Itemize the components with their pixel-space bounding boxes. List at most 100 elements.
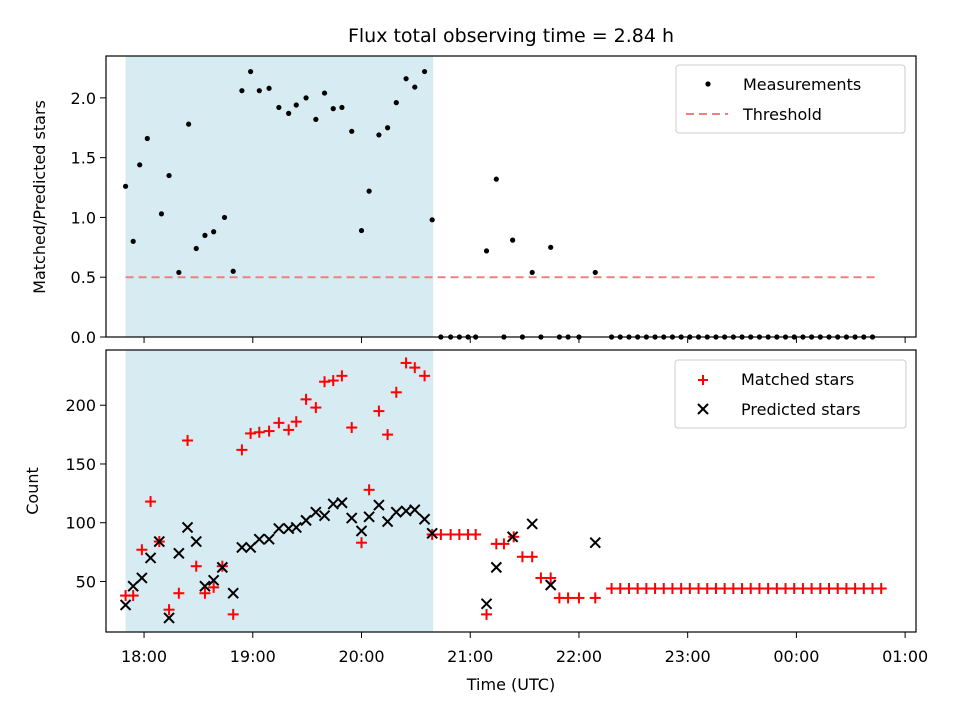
measurement-point [330, 106, 336, 112]
top-ytick-label: 1.0 [71, 208, 96, 227]
matched-star-point [400, 357, 412, 369]
predicted-star-point [490, 561, 503, 574]
bottom-y-ticks: 50 100 150 200 [65, 396, 106, 591]
top-ytick-label: 2.0 [71, 89, 96, 108]
legend-predicted-marker [697, 403, 709, 415]
measurement-point [349, 128, 355, 134]
matched-star-point [310, 402, 322, 414]
top-legend-frame [675, 64, 906, 134]
matched-star-point [363, 484, 375, 496]
predicted-star-point [290, 521, 302, 534]
measurement-point [529, 269, 535, 276]
matched-star-point [173, 587, 185, 599]
matched-star-point [208, 581, 220, 593]
legend-measurements-label: Measurements [743, 75, 861, 94]
predicted-star-point [173, 547, 185, 559]
matched-star-point [435, 528, 447, 540]
predicted-star-point [263, 533, 275, 545]
legend-measurement-marker [705, 81, 711, 87]
matched-star-point [390, 386, 402, 398]
measurement-point [403, 76, 409, 82]
measurement-point [186, 121, 192, 127]
bottom-legend: Matched stars Predicted stars [674, 359, 907, 429]
measurement-point [412, 84, 418, 90]
top-ytick-label: 1.5 [71, 149, 96, 168]
predicted-star-point [153, 535, 165, 548]
matched-star-point [516, 551, 528, 563]
measurement-point [429, 217, 435, 223]
top-shaded-span [125, 56, 434, 337]
measurement-point [176, 269, 182, 276]
measurement-point [266, 85, 272, 91]
predicted-star-point [346, 512, 358, 524]
chart-title: Flux total observing time = 2.84 h [348, 25, 674, 47]
matched-star-point [419, 370, 431, 382]
matched-star-point [573, 592, 585, 604]
measurement-point [303, 95, 309, 101]
matched-star-point [470, 528, 482, 540]
predicted-star-point [589, 536, 601, 549]
measurement-point [256, 88, 262, 94]
matched-star-point [409, 362, 421, 374]
predicted-star-point [136, 572, 148, 584]
matched-star-point [356, 537, 368, 549]
measurement-point [144, 135, 150, 142]
matched-star-point [190, 560, 202, 572]
matched-star-point [319, 376, 331, 388]
matched-star-point [327, 375, 339, 387]
predicted-star-point [336, 497, 348, 509]
matched-star-point [182, 434, 194, 446]
predicted-star-point [199, 580, 211, 592]
matched-star-point [283, 424, 295, 436]
matched-star-point [562, 592, 574, 604]
measurement-point [321, 90, 328, 96]
predicted-star-point [318, 509, 331, 522]
measurement-point [592, 269, 598, 276]
bottom-ytick-label: 200 [65, 396, 96, 415]
measurement-point [221, 214, 228, 221]
predicted-star-point [227, 587, 239, 599]
predicted-star-point [390, 506, 403, 518]
bottom-xtick-label: 22:00 [556, 647, 602, 666]
matched-star-point [199, 587, 211, 599]
top-panel: Flux total observing time = 2.84 h 0.00.… [30, 25, 917, 347]
measurement-point [493, 176, 499, 182]
matched-star-point [263, 425, 275, 437]
predicted-star-point [253, 533, 266, 545]
matched-star-point [127, 590, 139, 602]
matched-star-point [382, 429, 394, 441]
predicted-star-point [207, 574, 220, 587]
predicted-star-point [163, 612, 175, 624]
measurement-point [510, 237, 516, 243]
matched-star-point [498, 538, 510, 550]
bottom-xtick-label: 18:00 [121, 647, 167, 666]
measurement-point [358, 227, 365, 234]
measurement-point [366, 188, 372, 194]
matched-star-point [290, 416, 302, 428]
predicted-star-point [119, 599, 132, 611]
top-ytick-label: 0.5 [71, 268, 96, 287]
matched-star-point [253, 426, 265, 438]
measurement-point [158, 211, 165, 217]
predicted-star-point [127, 580, 139, 592]
measurement-point [130, 238, 136, 244]
matched-star-point [236, 444, 248, 456]
measurement-point [483, 248, 490, 254]
predicted-star-point [216, 561, 229, 574]
predicted-star-point [418, 513, 431, 525]
matched-star-point [535, 572, 547, 584]
measurement-point [548, 244, 554, 250]
predicted-star-point [273, 522, 285, 535]
predicted-star-point [363, 511, 375, 523]
bottom-xtick-label: 21:00 [447, 647, 493, 666]
measurement-point [202, 232, 208, 238]
measurement-point [384, 125, 391, 131]
matched-star-point [145, 496, 157, 508]
predicted-star-point [190, 535, 202, 548]
matched-star-point [245, 427, 257, 439]
measurement-point [286, 110, 292, 116]
top-y-ticks: 0.0 0.5 1.0 1.5 2.0 [71, 89, 106, 347]
matched-star-point [300, 393, 312, 405]
legend-matched-label: Matched stars [741, 370, 854, 389]
